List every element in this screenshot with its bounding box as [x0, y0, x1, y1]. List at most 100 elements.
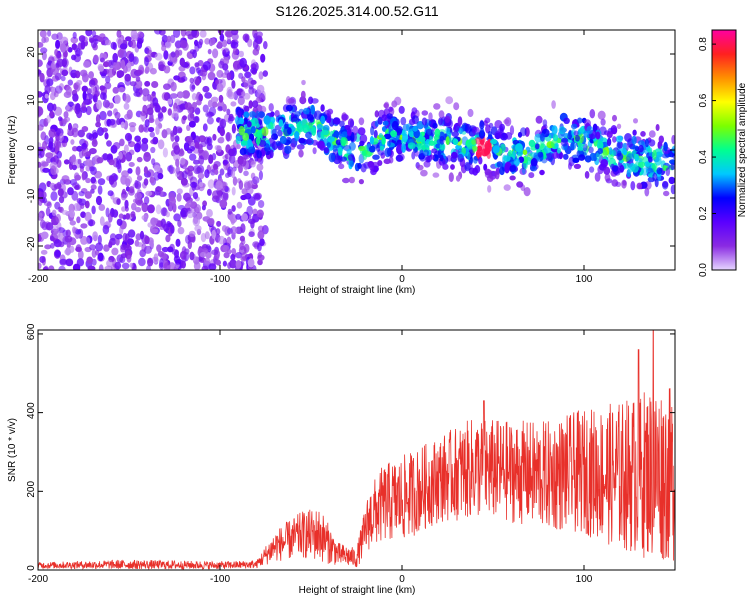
heatmap-cell [438, 110, 445, 119]
heatmap-cell [401, 129, 407, 136]
heatmap-cell [238, 50, 244, 58]
heatmap-cell [70, 139, 75, 145]
heatmap-cell [420, 169, 428, 177]
heatmap-cell [656, 151, 663, 158]
heatmap-cell [551, 125, 558, 135]
heatmap-cell [227, 208, 233, 215]
heatmap-cell [310, 104, 315, 115]
heatmap-cell [65, 85, 72, 96]
heatmap-cell [172, 108, 179, 118]
heatmap-cell [539, 169, 545, 176]
heatmap-cell [237, 109, 242, 118]
heatmap-cell [513, 158, 521, 166]
heatmap-cell [257, 242, 262, 252]
heatmap-cell [217, 41, 223, 49]
heatmap-cell [57, 188, 64, 197]
heatmap-cell [168, 164, 174, 175]
heatmap-cell [101, 72, 107, 79]
heatmap-cell [71, 127, 79, 138]
heatmap-cell [121, 206, 126, 212]
heatmap-cell [563, 153, 569, 160]
heatmap-cell [428, 112, 433, 121]
heatmap-cell [303, 107, 310, 115]
heatmap-cell [191, 30, 198, 38]
heatmap-cell [96, 157, 104, 164]
heatmap-cell [445, 96, 454, 105]
heatmap-cell [189, 77, 195, 84]
heatmap-cell [398, 105, 405, 114]
heatmap-cell [573, 163, 582, 169]
heatmap-cell [268, 103, 274, 112]
heatmap-cell [608, 147, 613, 155]
heatmap-cell [215, 259, 221, 266]
heatmap-cell [453, 102, 460, 111]
heatmap-cell [247, 139, 253, 147]
heatmap-cell [207, 179, 215, 189]
heatmap-cell [206, 116, 214, 125]
heatmap-cell [173, 145, 181, 155]
heatmap-cell [138, 257, 146, 267]
heatmap-cell [249, 111, 256, 118]
heatmap-cell [111, 247, 119, 256]
heatmap-cell [619, 164, 625, 173]
heatmap-cell [107, 110, 113, 117]
heatmap-cell [373, 129, 378, 139]
heatmap-cell [158, 112, 164, 122]
heatmap-cell [341, 114, 349, 121]
heatmap-cell [141, 137, 149, 144]
heatmap-cell [78, 35, 86, 43]
heatmap-cell [71, 164, 77, 171]
heatmap-cell [451, 131, 459, 138]
heatmap-cell [58, 241, 65, 248]
heatmap-cell [391, 100, 398, 108]
heatmap-cell [611, 127, 618, 135]
heatmap-cell [65, 247, 71, 256]
heatmap-cell [438, 117, 444, 126]
heatmap-cell [595, 131, 601, 140]
heatmap-cell [126, 255, 132, 263]
heatmap-cell [305, 139, 313, 145]
heatmap-cell [81, 126, 89, 132]
heatmap-cell [219, 33, 225, 42]
heatmap-cell [141, 202, 149, 213]
heatmap-cell [568, 162, 572, 170]
heatmap-cell [151, 158, 156, 166]
heatmap-cell [240, 223, 246, 234]
heatmap-cell [121, 262, 130, 270]
heatmap-cell [488, 122, 494, 129]
heatmap-cell [658, 135, 664, 144]
y-tick-label: 10 [26, 94, 37, 106]
heatmap-cell [48, 265, 55, 270]
heatmap-cell [189, 251, 195, 261]
heatmap-cell [177, 219, 182, 228]
heatmap-cell [167, 246, 174, 253]
heatmap-cell [198, 155, 205, 165]
heatmap-cell [388, 106, 393, 112]
heatmap-cell [534, 133, 542, 143]
heatmap-cell [246, 121, 252, 128]
heatmap-cell [163, 65, 171, 74]
heatmap-cell [70, 36, 79, 44]
heatmap-cell [216, 220, 222, 227]
heatmap-cell [79, 163, 85, 169]
heatmap-cell [603, 166, 611, 175]
heatmap-cell [579, 133, 584, 144]
heatmap-cell [668, 176, 675, 185]
heatmap-cell [644, 187, 650, 197]
heatmap-cell [151, 81, 159, 88]
heatmap-cell [82, 90, 87, 101]
heatmap-cell [231, 205, 236, 212]
heatmap-cell [631, 135, 637, 145]
heatmap-cell [77, 129, 86, 138]
heatmap-cell [62, 118, 68, 125]
heatmap-cell [531, 157, 538, 167]
heatmap-cell [248, 231, 255, 238]
heatmap-cell [554, 142, 559, 149]
heatmap-cell [170, 132, 175, 142]
heatmap-cell [115, 233, 123, 240]
heatmap-cell [123, 102, 130, 110]
heatmap-cell [421, 110, 429, 116]
heatmap-cell [250, 79, 257, 85]
heatmap-cell [204, 92, 213, 99]
heatmap-cell [256, 209, 264, 218]
